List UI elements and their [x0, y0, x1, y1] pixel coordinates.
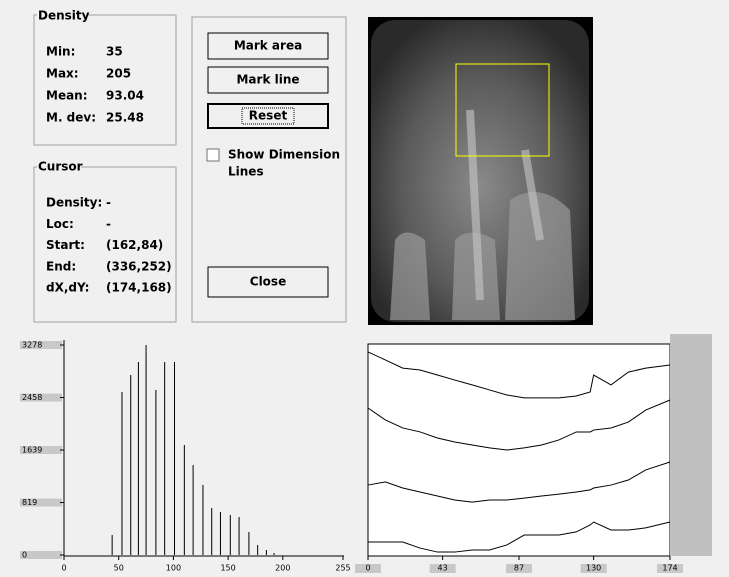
- x-tick-label: 255: [335, 564, 350, 573]
- x-tick-label: 0: [61, 564, 66, 573]
- checkbox-label[interactable]: Lines: [228, 165, 264, 179]
- field-value: (162,84): [106, 238, 163, 252]
- field-value: 205: [106, 67, 131, 81]
- y-tick-label: 819: [22, 498, 37, 507]
- page: Density Cursor Mark area Mark line Reset…: [0, 0, 729, 577]
- x-tick-label: 100: [166, 564, 181, 573]
- checkbox-label[interactable]: Show Dimension: [228, 148, 340, 162]
- x-tick-label: 87: [514, 564, 524, 573]
- button[interactable]: Mark line: [208, 67, 328, 93]
- y-tick-label: 2458: [22, 393, 42, 402]
- window: Density Cursor Mark area Mark line Reset…: [0, 0, 729, 577]
- field-label: dX,dY:: [46, 281, 89, 295]
- x-tick-label: 130: [586, 564, 601, 573]
- checkbox[interactable]: [207, 149, 219, 161]
- button-label[interactable]: Mark line: [236, 73, 299, 87]
- field-value: (336,252): [106, 259, 172, 273]
- y-tick-label: 0: [22, 551, 27, 560]
- field-label: End:: [46, 259, 76, 273]
- field-label: M. dev:: [46, 111, 96, 125]
- field-label: Max:: [46, 67, 79, 81]
- field-label: Loc:: [46, 217, 74, 231]
- x-tick-label: 50: [114, 564, 124, 573]
- button[interactable]: Reset: [208, 104, 328, 128]
- button[interactable]: Close: [208, 267, 328, 297]
- field-value: 93.04: [106, 89, 144, 103]
- field-label: Density:: [46, 196, 102, 210]
- y-tick-label: 3278: [22, 341, 42, 350]
- x-tick-label: 0: [365, 564, 370, 573]
- button-label[interactable]: Reset: [249, 109, 288, 123]
- field-value: -: [106, 217, 111, 231]
- field-value: -: [106, 196, 111, 210]
- field-label: Mean:: [46, 89, 88, 103]
- field-value: 35: [106, 45, 123, 59]
- group-title: Density: [38, 9, 90, 23]
- field-label: Start:: [46, 238, 85, 252]
- scroll-area: [670, 334, 712, 556]
- button-label[interactable]: Close: [250, 275, 286, 289]
- y-tick-label: 1639: [22, 446, 42, 455]
- button-label[interactable]: Mark area: [234, 39, 302, 53]
- x-tick-label: 200: [275, 564, 290, 573]
- x-tick-label: 150: [220, 564, 235, 573]
- x-tick-label: 43: [438, 564, 448, 573]
- field-value: (174,168): [106, 281, 172, 295]
- button[interactable]: Mark area: [208, 33, 328, 59]
- x-tick-label: 174: [662, 564, 677, 573]
- profile-plot: [368, 344, 670, 556]
- field-label: Min:: [46, 45, 75, 59]
- field-value: 25.48: [106, 111, 144, 125]
- group-title: Cursor: [38, 160, 83, 174]
